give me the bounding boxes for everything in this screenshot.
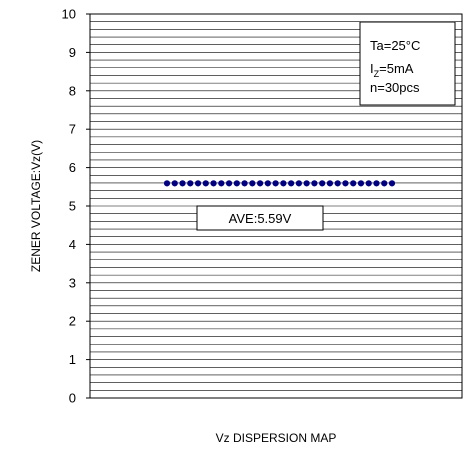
data-point: [171, 180, 178, 187]
data-point: [225, 180, 233, 187]
data-point: [373, 180, 380, 187]
y-tick-label: 10: [62, 7, 76, 22]
y-tick-label: 8: [69, 83, 76, 98]
conditions-frame: [359, 21, 456, 106]
data-point: [241, 180, 248, 187]
x-axis-title: Vz DISPERSION MAP: [216, 431, 337, 445]
data-point: [163, 180, 171, 187]
data-point: [218, 180, 225, 187]
y-tick-label: 4: [69, 237, 76, 252]
data-point: [249, 180, 256, 187]
y-tick-label: 2: [69, 314, 76, 329]
data-point: [334, 180, 341, 187]
condition-current: IZ=5mA: [370, 61, 414, 79]
data-point: [187, 180, 194, 187]
average-box: [196, 205, 324, 231]
y-tick-label: 5: [69, 199, 76, 214]
data-point: [264, 180, 271, 187]
y-tick-labels: 0 1 2 3 4 5 6 7 8 9 10: [62, 7, 90, 406]
data-point: [342, 180, 349, 187]
y-tick-label: 3: [69, 275, 76, 290]
conditions-box: Ta=25°C IZ=5mA n=30pcs: [359, 21, 456, 106]
y-tick-label: 9: [69, 45, 76, 60]
condition-current-value: =5mA: [379, 61, 414, 76]
data-point: [311, 180, 318, 187]
data-point: [357, 180, 365, 187]
data-point: [303, 180, 310, 187]
data-point: [202, 180, 209, 187]
data-point: [288, 180, 295, 187]
data-point: [350, 180, 357, 187]
average-label: AVE:5.59V: [229, 211, 292, 226]
data-point: [326, 180, 334, 187]
data-points: [163, 180, 396, 187]
data-point: [319, 180, 326, 187]
y-tick-label: 0: [69, 391, 76, 406]
condition-count: n=30pcs: [370, 80, 420, 95]
data-point: [295, 180, 302, 187]
data-point: [365, 180, 372, 187]
data-point: [272, 180, 279, 187]
average-annotation: AVE:5.59V: [196, 205, 324, 231]
data-point: [388, 180, 396, 187]
data-point: [233, 180, 240, 187]
y-tick-label: 6: [69, 160, 76, 175]
data-point: [257, 180, 264, 187]
y-tick-label: 7: [69, 122, 76, 137]
y-axis-title: ZENER VOLTAGE:Vz(V): [29, 140, 43, 272]
data-point: [280, 180, 287, 187]
data-point: [381, 180, 388, 187]
condition-temperature: Ta=25°C: [370, 38, 420, 53]
data-point: [179, 180, 186, 187]
condition-current-symbol: I: [370, 61, 374, 76]
data-point: [210, 180, 217, 187]
y-tick-label: 1: [69, 352, 76, 367]
data-point: [194, 180, 202, 187]
condition-current-subscript: Z: [374, 69, 380, 79]
